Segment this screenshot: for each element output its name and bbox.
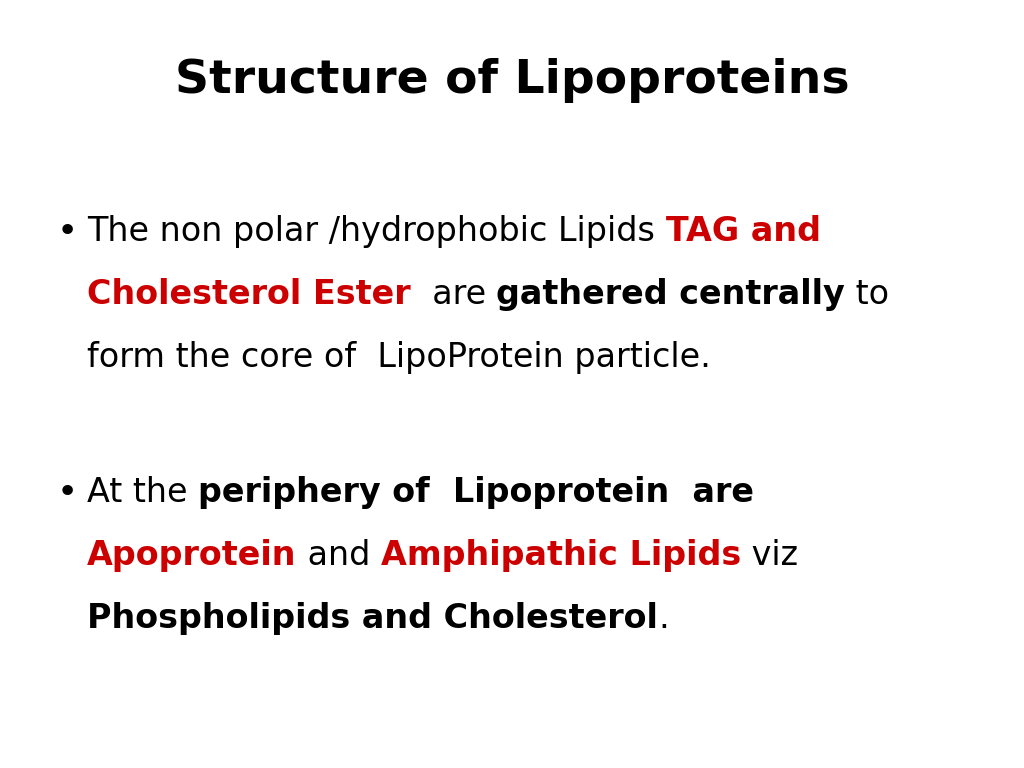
Text: form the core of  LipoProtein particle.: form the core of LipoProtein particle. [87, 341, 711, 374]
Text: At the: At the [87, 476, 199, 509]
Text: TAG and: TAG and [666, 215, 820, 248]
Text: are: are [411, 278, 497, 311]
Text: to: to [845, 278, 889, 311]
Text: The non polar /hydrophobic Lipids: The non polar /hydrophobic Lipids [87, 215, 666, 248]
Text: Apoprotein: Apoprotein [87, 539, 297, 572]
Text: Cholesterol Ester: Cholesterol Ester [87, 278, 411, 311]
Text: Phospholipids and Cholesterol: Phospholipids and Cholesterol [87, 602, 657, 635]
Text: periphery of  Lipoprotein  are: periphery of Lipoprotein are [199, 476, 754, 509]
Text: .: . [657, 602, 669, 635]
Text: Structure of Lipoproteins: Structure of Lipoproteins [175, 58, 849, 103]
Text: gathered centrally: gathered centrally [497, 278, 845, 311]
Text: •: • [56, 215, 78, 249]
Text: and: and [297, 539, 381, 572]
Text: viz: viz [740, 539, 798, 572]
Text: Amphipathic Lipids: Amphipathic Lipids [381, 539, 740, 572]
Text: •: • [56, 476, 78, 510]
